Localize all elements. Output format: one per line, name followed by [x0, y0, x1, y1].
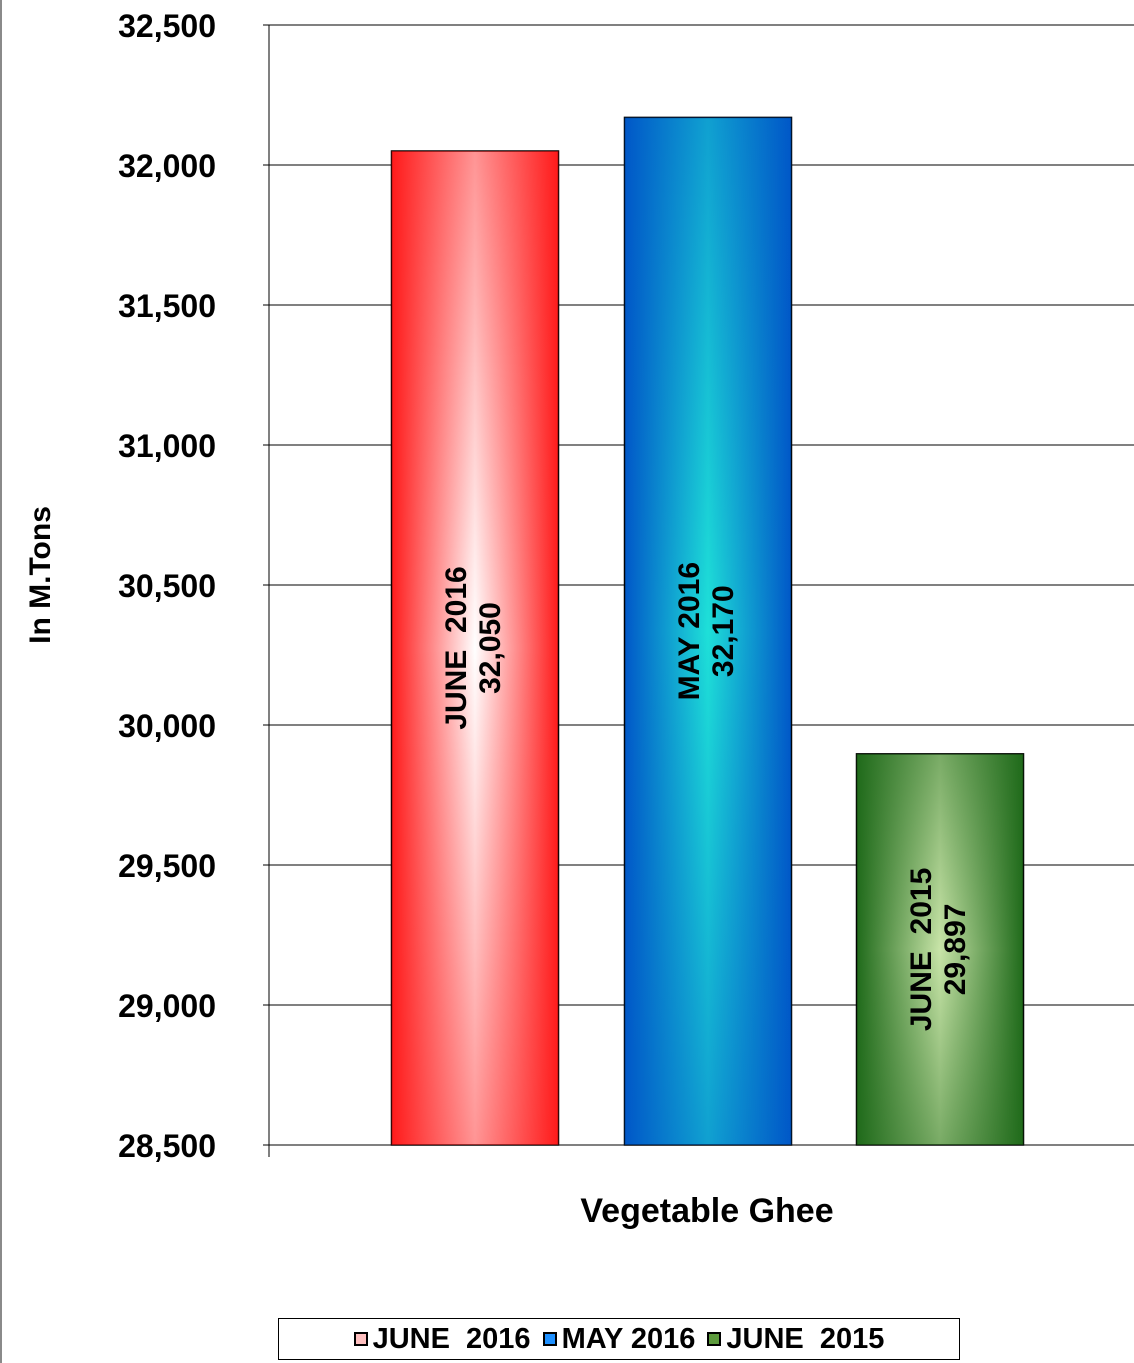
legend-item: JUNE 2015: [707, 1323, 884, 1356]
y-tick-label: 32,500: [118, 8, 216, 44]
y-tick-label: 31,000: [118, 428, 216, 464]
legend-label: MAY 2016: [561, 1322, 696, 1355]
bar-shading: [391, 151, 559, 1145]
legend-item: MAY 2016: [542, 1322, 696, 1356]
bar-data-label: JUNE 2016: [440, 566, 473, 729]
bar-labels: JUNE 2016 32,050 MAY 2016 32,170 JUNE 2015 29…: [440, 562, 972, 1031]
y-tick-label: 29,000: [118, 988, 216, 1024]
bars: [390, 116, 1025, 1146]
bar-data-label: JUNE 2015: [905, 868, 938, 1031]
y-tick-label: 29,500: [118, 848, 216, 884]
bar-value-label: 29,897: [939, 904, 972, 996]
y-axis-title: In M.Tons: [24, 506, 57, 644]
bar-value-label: 32,050: [474, 602, 507, 694]
bar-shading: [856, 753, 1024, 1145]
y-tick-labels: 28,500 29,000 29,500 30,000 30,500 31,000 31,5…: [118, 8, 216, 1164]
y-tick-label: 31,500: [118, 288, 216, 324]
legend-label: JUNE 2016: [372, 1322, 531, 1355]
bar-shading: [624, 117, 792, 1145]
legend-swatch: [353, 1332, 368, 1346]
y-tick-label: 30,500: [118, 568, 216, 604]
bar-data-label: MAY 2016: [673, 562, 706, 700]
y-tick-label: 28,500: [118, 1128, 216, 1164]
y-tick-label: 30,000: [118, 708, 216, 744]
axes: [263, 24, 270, 1157]
legend-label: JUNE 2015: [726, 1322, 885, 1355]
y-tick-label: 32,000: [118, 148, 216, 184]
legend-swatch: [707, 1332, 722, 1346]
legend-item: JUNE 2016: [353, 1322, 531, 1356]
legend: JUNE 2016 MAY 2016 JUNE 2015: [278, 1318, 960, 1360]
bar-value-label: 32,170: [707, 585, 740, 677]
x-axis-title: Vegetable Ghee: [580, 1192, 833, 1230]
legend-swatch: [542, 1332, 557, 1346]
